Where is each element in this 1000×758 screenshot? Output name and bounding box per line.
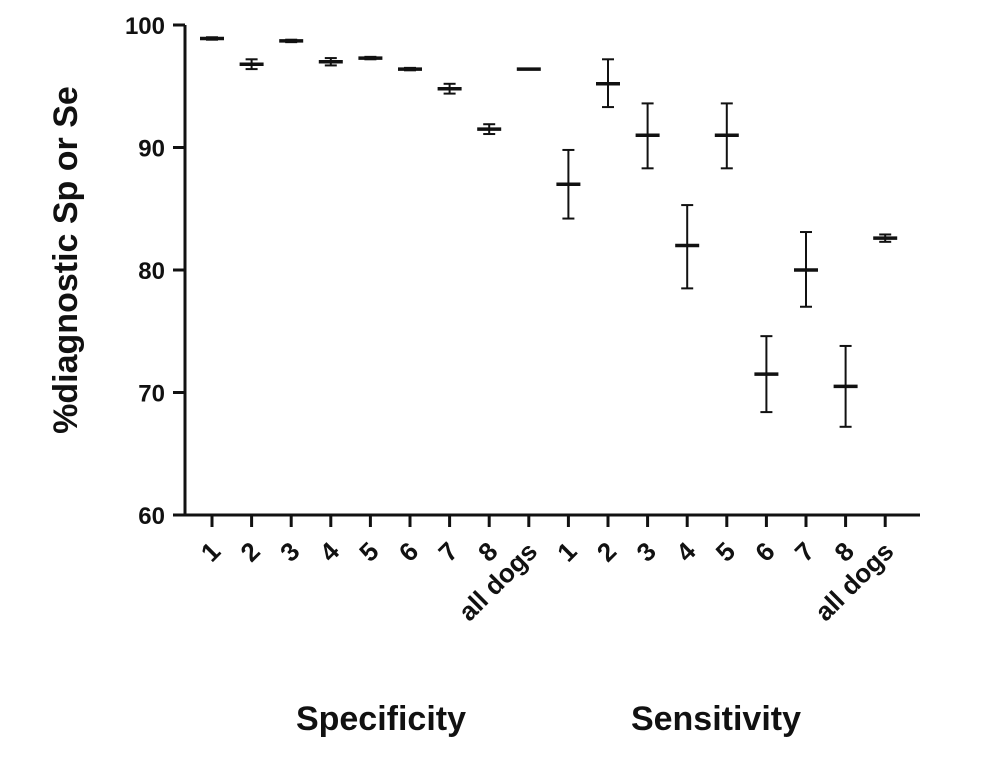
x-tick-label: 5	[353, 536, 384, 567]
x-tick-label: 7	[789, 536, 820, 567]
error-bar-point	[279, 38, 304, 44]
error-bar-point	[239, 58, 264, 71]
x-tick-label: 3	[274, 536, 305, 567]
error-bar-point	[635, 102, 660, 170]
x-tick-label: all dogs	[452, 536, 543, 627]
error-bar-point	[556, 148, 581, 220]
error-bar-point	[754, 335, 779, 414]
x-tick-label: 6	[749, 536, 780, 567]
y-tick-label: 80	[138, 258, 165, 285]
x-tick-label: 7	[432, 536, 463, 567]
x-tick-label: 1	[551, 536, 582, 567]
group-label-sensitivity: Sensitivity	[631, 700, 801, 738]
error-bar-point	[477, 123, 502, 136]
error-bar-point	[596, 58, 620, 109]
error-bar-point	[873, 233, 898, 243]
x-tick-label: all dogs	[809, 536, 900, 627]
x-tick-label: 4	[670, 536, 702, 568]
data-marks	[200, 36, 898, 428]
error-bar-point	[675, 204, 700, 290]
x-tick-label: 4	[314, 536, 346, 568]
group-label-specificity: Specificity	[296, 700, 466, 738]
error-bar-point	[714, 102, 739, 170]
error-bar-point	[358, 55, 383, 61]
y-axis: 60 70 80 90 100	[125, 13, 187, 530]
x-tick-label: 5	[710, 536, 741, 567]
y-tick-label: 90	[138, 136, 165, 163]
x-tick-label: 1	[195, 536, 226, 567]
y-tick-label: 70	[138, 381, 165, 408]
y-tick-label: 100	[125, 13, 165, 40]
error-bar-point	[398, 66, 422, 72]
error-bar-point	[437, 82, 462, 95]
x-tick-label: 2	[591, 536, 622, 567]
error-bar-point	[318, 57, 343, 67]
x-tick-label: 2	[234, 536, 265, 567]
x-tick-label: 6	[393, 536, 424, 567]
error-bar-point	[200, 36, 224, 41]
error-bar-point	[794, 231, 818, 308]
x-tick-label: 3	[630, 536, 661, 567]
error-bar-point	[833, 344, 858, 428]
y-axis-label: %diagnostic Sp or Se	[47, 86, 85, 434]
y-tick-label: 60	[138, 503, 165, 530]
